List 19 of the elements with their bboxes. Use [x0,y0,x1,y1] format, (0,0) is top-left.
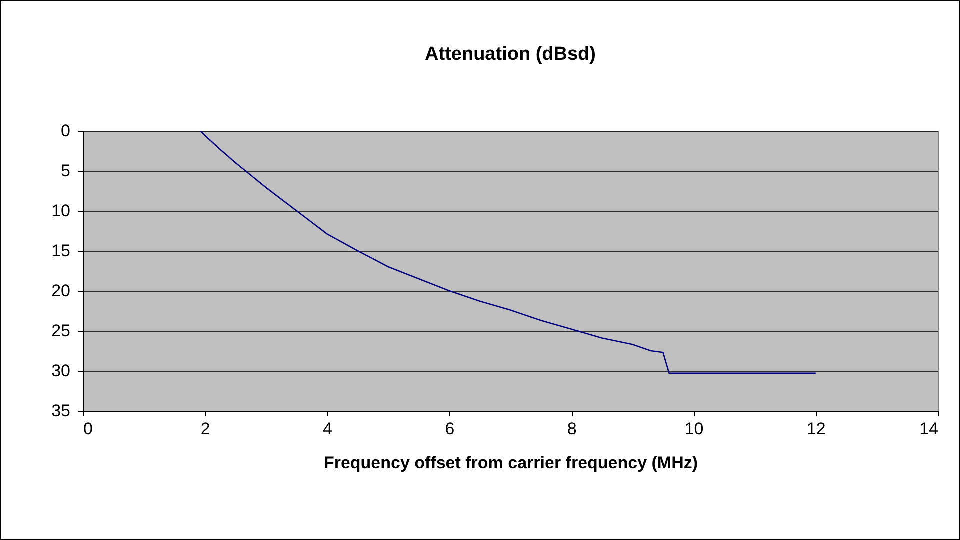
x-tick-label: 2 [200,420,210,438]
chart-title: Attenuation (dBsd) [425,44,596,65]
y-tick-label: 25 [52,322,70,340]
y-tick-label: 15 [52,242,70,260]
y-tick-label: 5 [61,162,70,180]
x-tick-label: 12 [806,420,826,438]
x-tick-label: 4 [323,420,333,438]
x-tick-label: 6 [445,420,455,438]
y-tick-label: 30 [52,362,70,380]
y-tick-label: 35 [52,402,70,420]
y-tick-label: 10 [52,202,70,220]
x-axis-title: Frequency offset from carrier frequency (MHz) [324,454,698,472]
x-tick-label: 14 [920,420,938,438]
y-tick-label: 20 [52,282,70,300]
x-tick-label: 10 [684,420,704,438]
x-tick-label: 0 [84,420,93,438]
y-tick-label: 0 [61,122,70,140]
x-tick-label: 8 [567,420,577,438]
line-series [200,131,817,374]
